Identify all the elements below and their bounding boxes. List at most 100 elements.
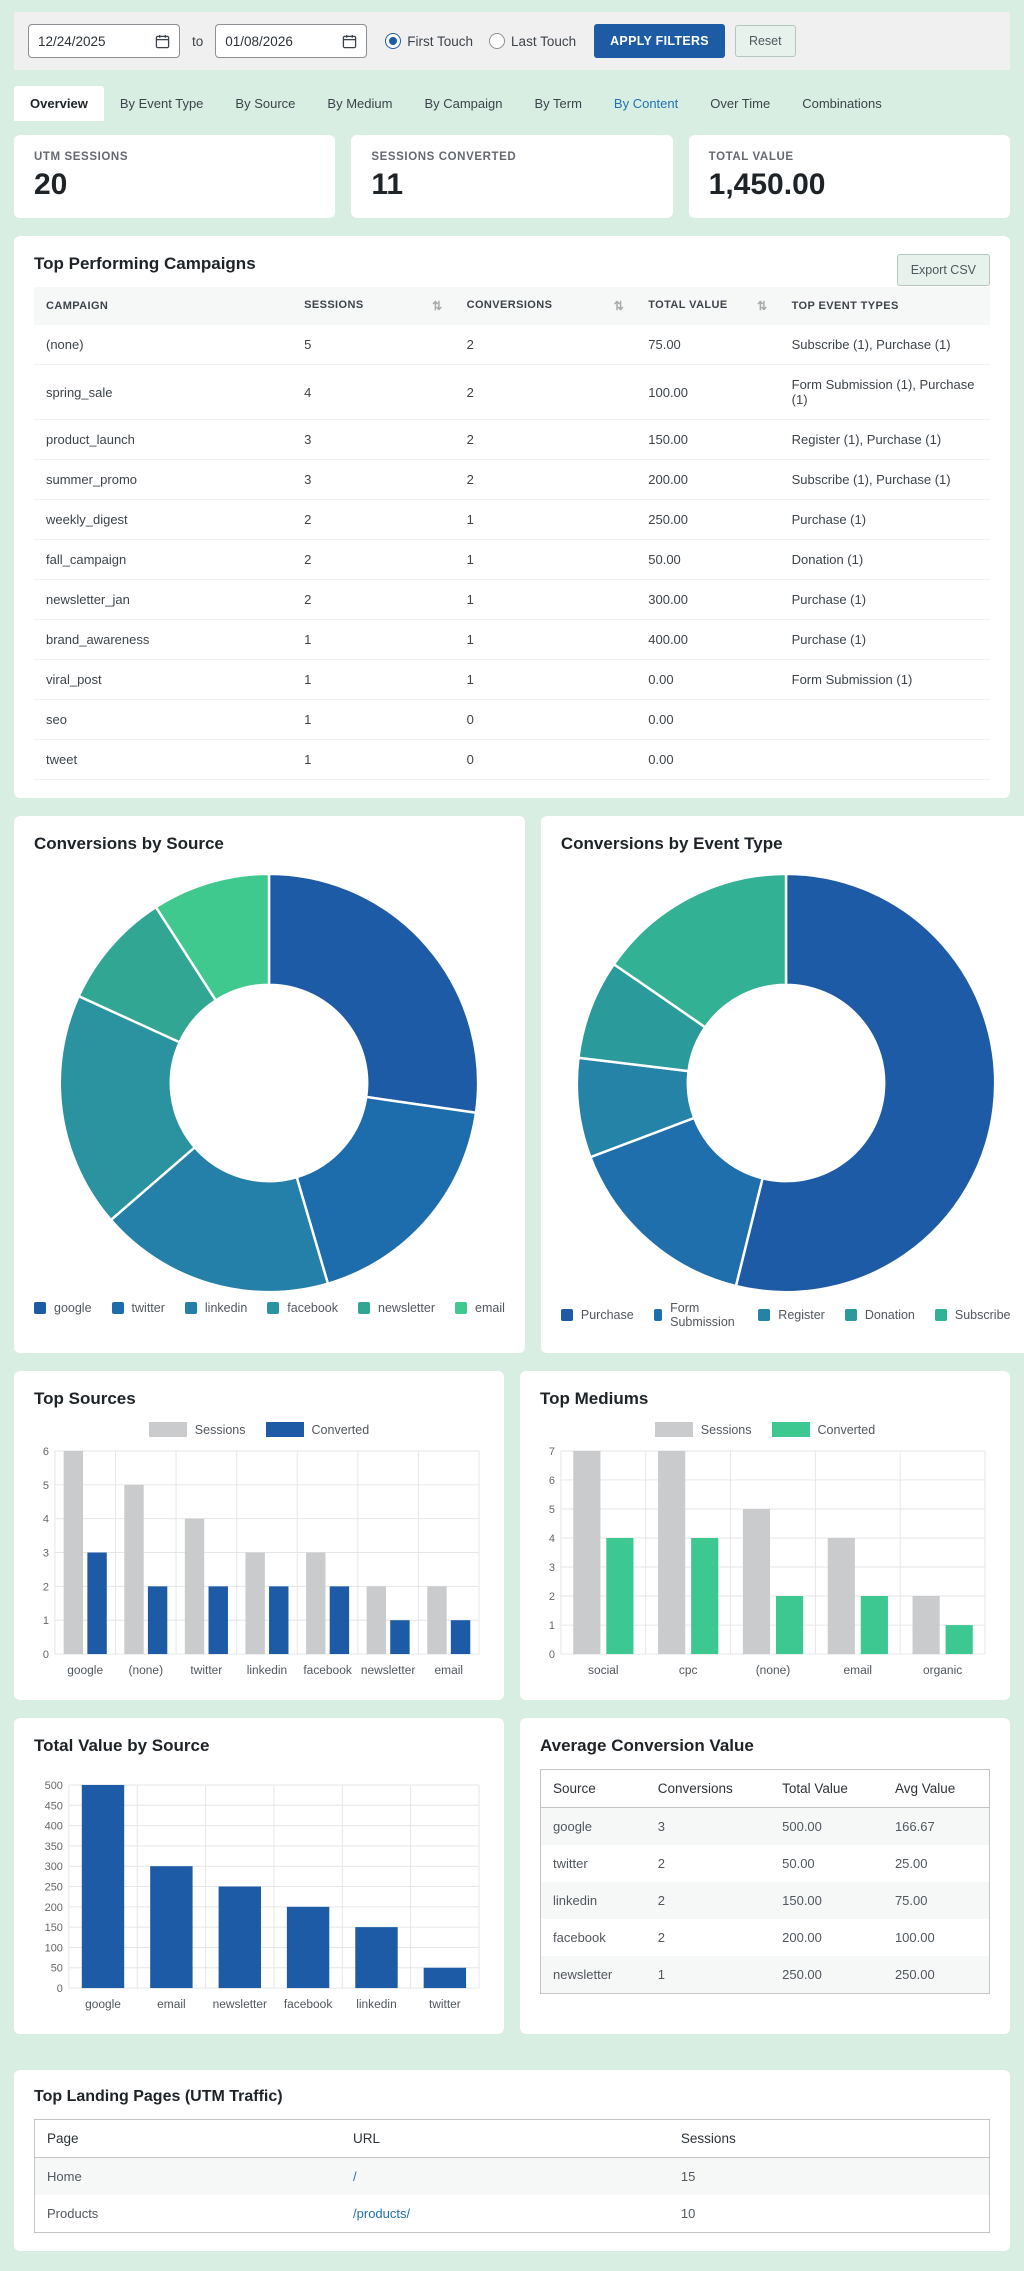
- url-link[interactable]: /: [353, 2168, 357, 2184]
- legend-item-linkedin[interactable]: linkedin: [184, 1301, 247, 1315]
- table-row: google 3 500.00 166.67: [540, 1807, 990, 1845]
- svg-text:150: 150: [45, 1922, 63, 1934]
- legend-item-google[interactable]: google: [34, 1301, 92, 1315]
- legend-label: Register: [778, 1308, 825, 1322]
- legend-label: email: [475, 1301, 505, 1315]
- stat-value: 20: [34, 168, 68, 201]
- table-cell: 2: [657, 1855, 665, 1871]
- legend-item-sessions[interactable]: Sessions: [654, 1422, 752, 1437]
- table-cell: fall_campaign: [34, 539, 293, 580]
- table-cell: newsletter: [553, 1966, 613, 1982]
- bar-facebook: [286, 1906, 330, 1988]
- legend-item-subscribe[interactable]: Subscribe: [934, 1308, 1010, 1322]
- radio-last-touch[interactable]: Last Touch: [489, 33, 576, 49]
- date-to-field[interactable]: [215, 24, 368, 58]
- tab-by-source[interactable]: By Source: [235, 96, 296, 111]
- filter-bar: to First Touch Last Touch APPLY FILTERS R…: [14, 12, 1010, 70]
- donut-row: Conversions by Source google twitter linke…: [14, 816, 1024, 1353]
- landing-pages-table: Page URL Sessions Home / 15 Products/products/…: [34, 2118, 990, 2233]
- bar-email-sessions: [427, 1586, 447, 1655]
- legend-item-twitter[interactable]: twitter: [111, 1301, 165, 1315]
- sort-icon[interactable]: ⇅: [757, 299, 768, 313]
- table-row: (none) 5 2 75.00 Subscribe (1), Purchase (1): [34, 325, 990, 365]
- bar-google-converted: [87, 1552, 107, 1655]
- bar-google-sessions: [63, 1450, 84, 1655]
- tab-by-campaign[interactable]: By Campaign: [424, 96, 503, 111]
- svg-text:300: 300: [45, 1861, 63, 1873]
- top-mediums-card: Top Mediums Sessions Converted 0 1 2 3 4 5 6 7 soc…: [520, 1371, 1010, 1700]
- conversions-by-event-type-card: Conversions by Event Type Purchase Form S…: [540, 816, 1024, 1353]
- table-cell: [779, 699, 990, 740]
- report-tabs: Overview By Event Type By Source By Medium B…: [14, 86, 1010, 121]
- table-cell: (none): [34, 325, 293, 365]
- table-row: newsletter_jan 2 1 300.00 Purchase (1): [34, 579, 990, 620]
- tab-over-time[interactable]: Over Time: [710, 96, 771, 111]
- table-cell: 15: [680, 2168, 696, 2184]
- table-row: tweet 1 0 0.00: [34, 739, 990, 780]
- radio-circle-icon[interactable]: [385, 33, 402, 49]
- legend-item-purchase[interactable]: Purchase: [560, 1308, 634, 1322]
- table-cell: Purchase (1): [779, 619, 990, 660]
- tab-by-event-type[interactable]: By Event Type: [119, 96, 204, 111]
- calendar-icon[interactable]: [155, 34, 170, 49]
- column-header-sessions[interactable]: SESSIONS ⇅: [292, 287, 455, 325]
- svg-text:6: 6: [43, 1446, 49, 1458]
- bar-twitter: [423, 1967, 467, 1988]
- table-cell: 2: [454, 325, 637, 365]
- value-row: Total Value by Source 0 50 100 150 200 250 300…: [14, 1717, 1010, 2034]
- url-link[interactable]: /products/: [353, 2205, 411, 2221]
- bar-newsletter: [218, 1886, 261, 1988]
- apply-filters-button[interactable]: APPLY FILTERS: [594, 24, 725, 58]
- legend-item-register[interactable]: Register: [758, 1308, 825, 1322]
- date-to-input[interactable]: [225, 33, 339, 49]
- table-cell: 100.00: [894, 1929, 935, 1945]
- top-sources-card: Top Sources Sessions Converted 0 1 2 3 4 5 6 goog…: [14, 1371, 504, 1700]
- stat-cards: UTM SESSIONS 20 SESSIONS CONVERTED 11 TO…: [14, 135, 1010, 218]
- table-cell: spring_sale: [34, 364, 293, 420]
- reset-button[interactable]: Reset: [734, 25, 796, 57]
- table-cell: /products/: [341, 2195, 669, 2233]
- date-from-input[interactable]: [38, 33, 151, 49]
- tab-by-term[interactable]: By Term: [534, 96, 582, 111]
- legend-item-email[interactable]: email: [455, 1301, 505, 1315]
- table-cell: 1: [292, 659, 455, 700]
- table-cell: 0: [454, 739, 637, 780]
- column-header-total-value[interactable]: TOTAL VALUE ⇅: [636, 287, 780, 325]
- top-sources-chart: Sessions Converted 0 1 2 3 4 5 6 google (none) twit…: [34, 1422, 484, 1682]
- bar-none-sessions: [742, 1509, 771, 1655]
- legend-item-newsletter[interactable]: newsletter: [358, 1301, 435, 1315]
- chart-legend: Purchase Form Submission Register Donation S…: [560, 1301, 1010, 1329]
- legend-swatch-icon: [934, 1309, 947, 1321]
- table-cell: Home: [47, 2168, 82, 2184]
- date-from-field[interactable]: [28, 24, 180, 58]
- sort-icon[interactable]: ⇅: [432, 299, 443, 313]
- radio-circle-icon[interactable]: [489, 33, 506, 49]
- tab-overview[interactable]: Overview: [14, 86, 104, 121]
- legend-item-facebook[interactable]: facebook: [267, 1301, 338, 1315]
- legend-item-sessions[interactable]: Sessions: [148, 1422, 246, 1437]
- tab-by-content[interactable]: By Content: [613, 96, 679, 111]
- table-cell: 200.00: [636, 459, 780, 500]
- svg-text:6: 6: [549, 1475, 555, 1487]
- tab-combinations[interactable]: Combinations: [802, 96, 882, 111]
- table-cell: 1: [292, 619, 455, 660]
- bar-organic-converted: [945, 1625, 973, 1655]
- legend-label: Donation: [864, 1308, 915, 1322]
- legend-item-converted[interactable]: Converted: [265, 1422, 369, 1437]
- conversions-by-event-type-chart: Purchase Form Submission Register Donation S…: [560, 867, 1010, 1329]
- legend-item-donation[interactable]: Donation: [844, 1308, 915, 1322]
- table-cell: facebook: [553, 1929, 606, 1945]
- column-header-conversions[interactable]: CONVERSIONS ⇅: [454, 287, 637, 325]
- calendar-icon[interactable]: [342, 34, 357, 49]
- tab-by-medium[interactable]: By Medium: [327, 96, 393, 111]
- table-row: Products/products/10: [35, 2195, 990, 2233]
- svg-text:0: 0: [43, 1649, 49, 1661]
- export-csv-button[interactable]: Export CSV: [896, 254, 990, 286]
- touch-model-radio-group: First Touch Last Touch: [385, 33, 576, 49]
- donut-slice-facebook: [59, 994, 197, 1222]
- radio-first-touch[interactable]: First Touch: [385, 33, 473, 49]
- table-cell: 2: [292, 499, 455, 540]
- legend-item-converted[interactable]: Converted: [771, 1422, 875, 1437]
- sort-icon[interactable]: ⇅: [613, 299, 625, 313]
- legend-item-form-submission[interactable]: Form Submission: [653, 1301, 739, 1329]
